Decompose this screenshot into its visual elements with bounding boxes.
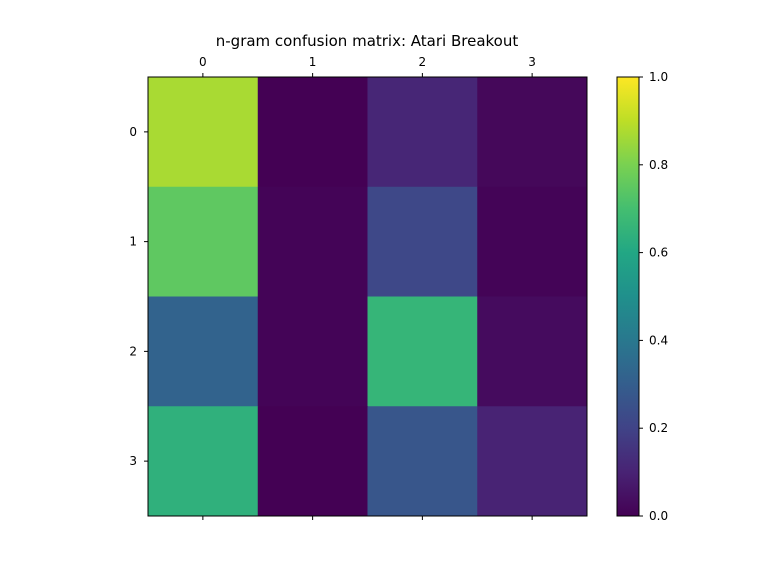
heatmap-cell-r1-c2 xyxy=(367,186,478,297)
heatmap-cell-r0-c0 xyxy=(148,77,259,188)
x-tick-label: 3 xyxy=(528,55,536,69)
heatmap-cells xyxy=(148,77,588,517)
heatmap-cell-r3-c0 xyxy=(148,406,259,517)
chart-title: n-gram confusion matrix: Atari Breakout xyxy=(216,32,519,50)
heatmap-cell-r1-c0 xyxy=(148,186,259,297)
heatmap-cell-r3-c2 xyxy=(367,406,478,517)
colorbar-frame xyxy=(616,76,640,517)
colorbar-tick-label: 0.2 xyxy=(649,421,668,435)
heatmap-cell-r1-c3 xyxy=(477,186,588,297)
colorbar xyxy=(617,77,639,516)
x-tick-label: 1 xyxy=(309,55,317,69)
x-tick-label: 2 xyxy=(419,55,427,69)
colorbar-ticks: 0.0 0.2 0.4 0.6 0.8 1.0 xyxy=(639,70,668,523)
y-tick-label: 2 xyxy=(129,344,137,358)
heatmap-cell-r3-c3 xyxy=(477,406,588,517)
colorbar-tick-label: 0.8 xyxy=(649,158,668,172)
heatmap-cell-r3-c1 xyxy=(257,406,368,517)
colorbar-tick-label: 0.0 xyxy=(649,509,668,523)
heatmap-cell-r2-c2 xyxy=(367,296,478,407)
x-axis-top: 0 1 2 3 xyxy=(199,55,536,77)
colorbar-tick-label: 0.4 xyxy=(649,333,668,347)
heatmap-cell-r2-c0 xyxy=(148,296,259,407)
y-tick-label: 0 xyxy=(129,125,137,139)
x-tick-label: 0 xyxy=(199,55,207,69)
y-tick-label: 3 xyxy=(129,454,137,468)
heatmap-cell-r2-c3 xyxy=(477,296,588,407)
heatmap-cell-r1-c1 xyxy=(257,186,368,297)
heatmap-cell-r0-c2 xyxy=(367,77,478,188)
heatmap-cell-r0-c3 xyxy=(477,77,588,188)
colorbar-tick-label: 1.0 xyxy=(649,70,668,84)
x-axis-bottom-ticks xyxy=(202,516,533,520)
colorbar-tick-label: 0.6 xyxy=(649,246,668,260)
y-axis: 0 1 2 3 xyxy=(129,125,148,468)
y-tick-label: 1 xyxy=(129,235,137,249)
plot-frame xyxy=(147,76,588,517)
heatmap-cell-r0-c1 xyxy=(257,77,368,188)
heatmap-cell-r2-c1 xyxy=(257,296,368,407)
